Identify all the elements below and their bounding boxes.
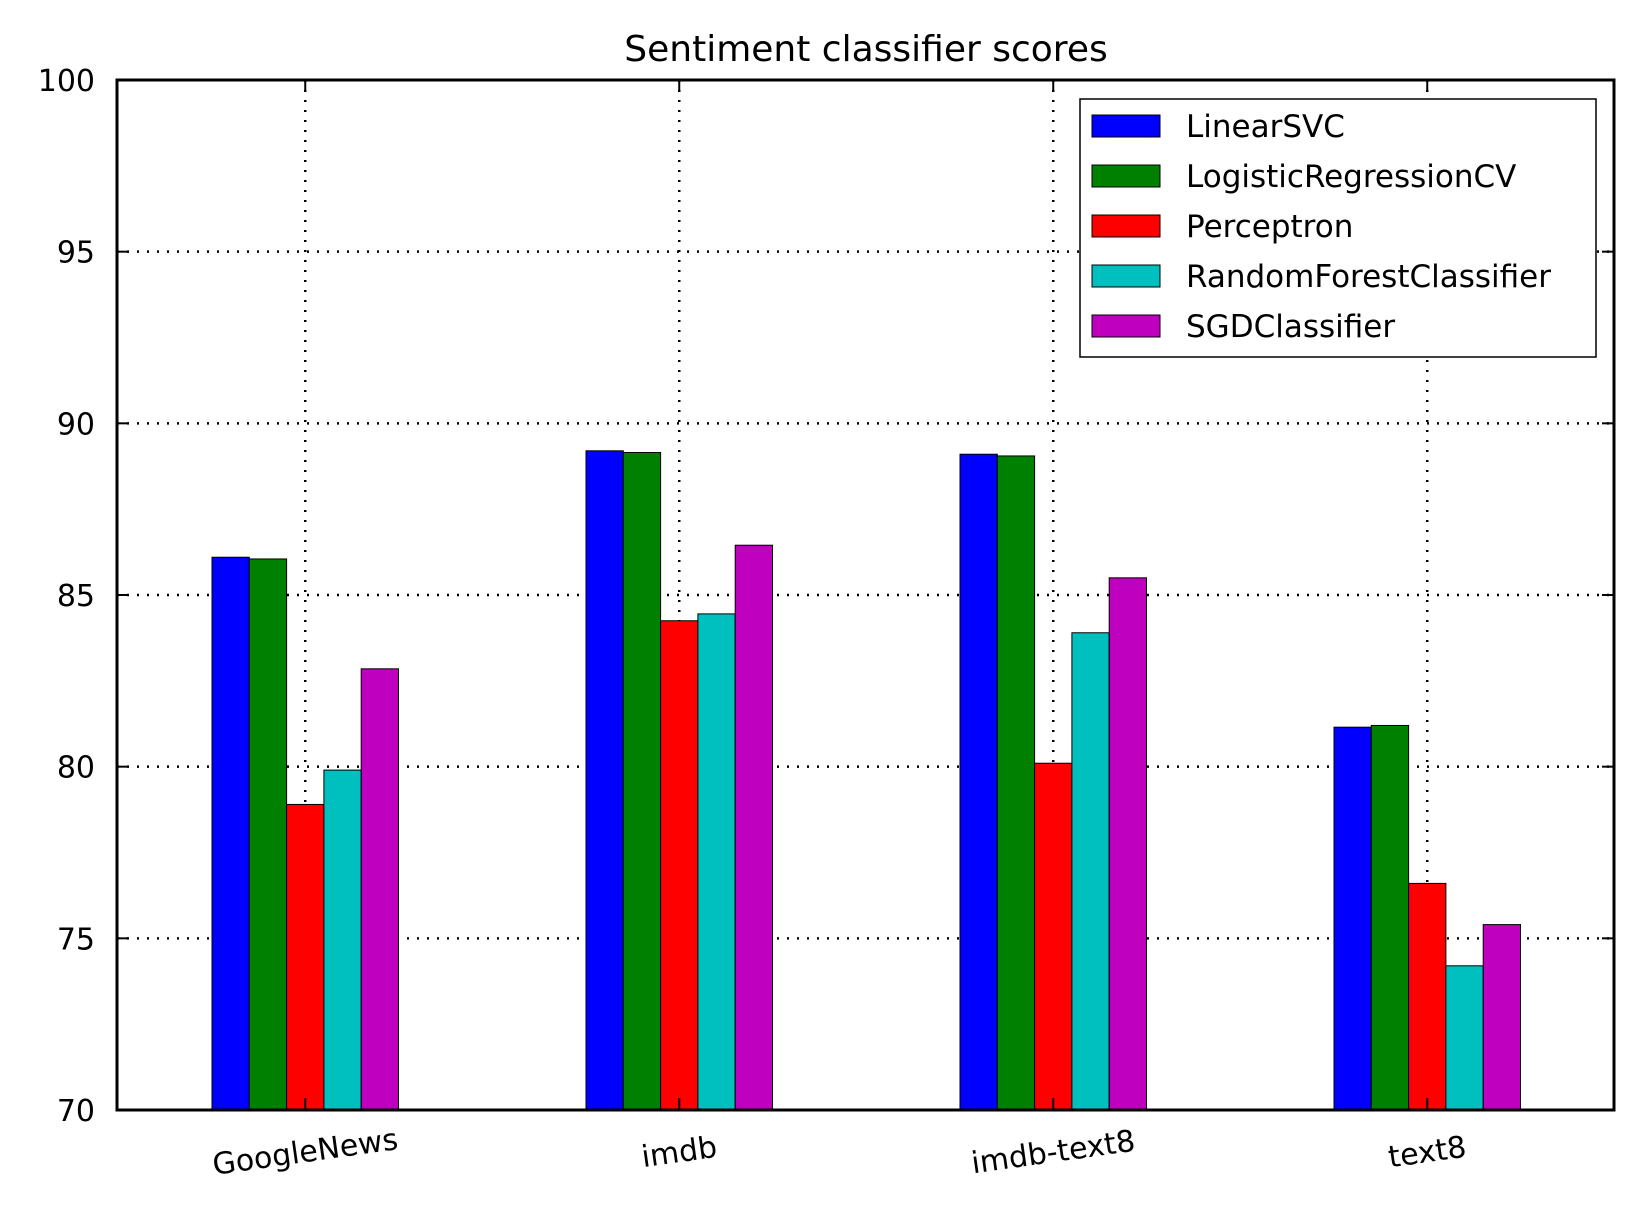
bar (697, 613, 736, 1111)
bar (286, 803, 325, 1111)
legend-swatch (1091, 264, 1161, 288)
bar (1071, 632, 1110, 1111)
y-tick-label: 70 (57, 1094, 95, 1129)
bars (211, 450, 1521, 1111)
y-tick-label: 100 (38, 64, 95, 99)
x-tick-label: imdb (639, 1130, 719, 1175)
chart-title: Sentiment classifier scores (624, 29, 1107, 70)
bar (1408, 882, 1447, 1111)
legend-swatch (1091, 214, 1161, 238)
bar (959, 453, 998, 1111)
bar (1445, 965, 1484, 1111)
bar (996, 455, 1036, 1111)
legend-swatch (1091, 314, 1161, 338)
legend-label: LinearSVC (1186, 109, 1345, 145)
bar (248, 558, 288, 1111)
legend: LinearSVC LogisticRegressionCV Perceptron R… (1079, 98, 1597, 358)
bar (1482, 924, 1521, 1111)
y-axis: 70 75 80 85 90 95 100 (38, 64, 1614, 1129)
x-tick-label: imdb-text8 (969, 1124, 1137, 1182)
legend-label: Perceptron (1186, 209, 1353, 245)
bar (1370, 724, 1410, 1111)
legend-label: RandomForestClassifier (1186, 259, 1551, 295)
legend-swatch (1091, 114, 1161, 138)
bar (360, 668, 400, 1111)
x-tick-label: text8 (1386, 1130, 1468, 1176)
bar (1034, 762, 1073, 1111)
bar (734, 544, 774, 1111)
bar (1108, 577, 1147, 1111)
legend-swatch (1091, 164, 1161, 188)
x-tick-label: GoogleNews (210, 1122, 400, 1183)
legend-label: LogisticRegressionCV (1186, 159, 1516, 195)
bar (660, 620, 699, 1111)
legend-label: SGDClassifier (1186, 309, 1395, 345)
bar (323, 769, 362, 1111)
legend-box (1079, 98, 1597, 358)
y-tick-label: 90 (57, 407, 95, 442)
y-tick-label: 85 (57, 579, 95, 614)
bar (622, 452, 662, 1111)
bar (211, 556, 250, 1111)
bar (585, 450, 624, 1111)
bar (1333, 726, 1372, 1111)
y-tick-label: 75 (57, 922, 95, 957)
y-tick-label: 80 (57, 751, 95, 786)
y-tick-label: 95 (57, 236, 95, 271)
